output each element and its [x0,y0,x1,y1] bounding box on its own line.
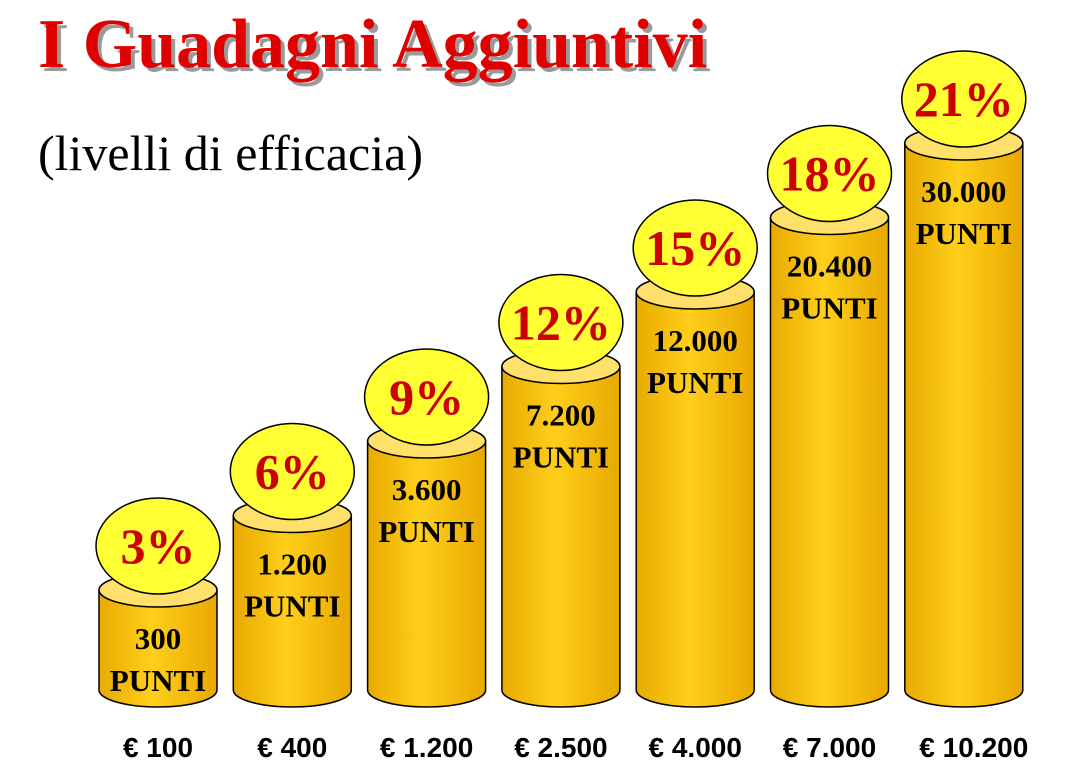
bar [232,514,353,708]
percent-badge [363,348,490,446]
bar-points-value: 1.200 [257,547,327,582]
percent-badge [95,497,221,595]
percent-badge [901,50,1027,148]
data-label: 21% [914,71,1014,127]
x-tick-label: € 1.200 [380,732,473,763]
x-tick-label: € 7.000 [783,732,876,763]
bar-points-unit: PUNTI [110,663,206,698]
bar-points-value: 20.400 [787,249,872,284]
bars-layer: 300 PUNTI 3% € 100 1.200 PUNTI 6% € 400 3.600 PUN… [95,50,1028,763]
bar-group: 30.000 PUNTI 21% € 10.200 [901,50,1028,763]
data-label: 12% [511,295,611,351]
bar-points-unit: PUNTI [513,440,609,475]
bar-points-value: 300 [135,621,182,656]
x-tick-label: € 400 [257,732,327,763]
bar-group: 300 PUNTI 3% € 100 [95,497,221,763]
chart-title: I Guadagni Aggiuntivi [38,6,708,83]
bar [98,589,218,708]
bar-group: 7.200 PUNTI 12% € 2.500 [498,273,624,763]
bar-points-value: 3.600 [392,472,462,507]
x-tick-label: € 100 [123,732,193,763]
percent-badge [229,422,356,521]
data-label: 6% [255,444,330,500]
bar [501,365,621,708]
data-label: 18% [780,146,880,202]
bar [904,142,1024,708]
percent-badge [632,199,758,297]
bar [366,440,487,708]
bar [769,216,890,708]
percent-badge [498,273,624,372]
bar-group: 20.400 PUNTI 18% € 7.000 [766,124,893,763]
data-label: 15% [645,220,745,276]
bar-points-unit: PUNTI [781,291,877,326]
bar [635,291,755,708]
bar-group: 1.200 PUNTI 6% € 400 [229,422,356,763]
data-label: 9% [389,369,464,425]
bar-points-unit: PUNTI [647,365,743,400]
bar-points-value: 30.000 [921,174,1006,209]
bar-points-value: 12.000 [653,323,738,358]
bar-group: 12.000 PUNTI 15% € 4.000 [632,199,758,763]
data-label: 3% [121,518,196,574]
bar-points-value: 7.200 [526,398,596,433]
bar-group: 3.600 PUNTI 9% € 1.200 [363,348,490,763]
x-tick-label: € 4.000 [648,732,741,763]
x-tick-label: € 10.200 [919,732,1028,763]
bar-points-unit: PUNTI [916,216,1012,251]
x-tick-label: € 2.500 [514,732,607,763]
bar-points-unit: PUNTI [378,514,474,549]
chart-subtitle: (livelli di efficacia) [38,125,423,181]
percent-badge [766,124,893,223]
bar-points-unit: PUNTI [244,589,340,624]
